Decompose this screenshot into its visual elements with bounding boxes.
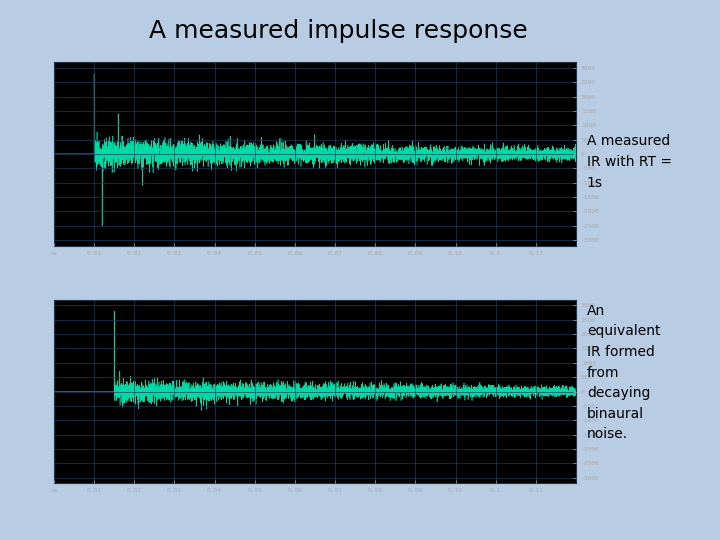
Text: A measured impulse response: A measured impulse response: [149, 19, 528, 43]
Text: An
equivalent
IR formed
from
decaying
binaural
noise.: An equivalent IR formed from decaying bi…: [587, 304, 660, 441]
Text: A measured
IR with RT =
1s: A measured IR with RT = 1s: [587, 134, 672, 190]
